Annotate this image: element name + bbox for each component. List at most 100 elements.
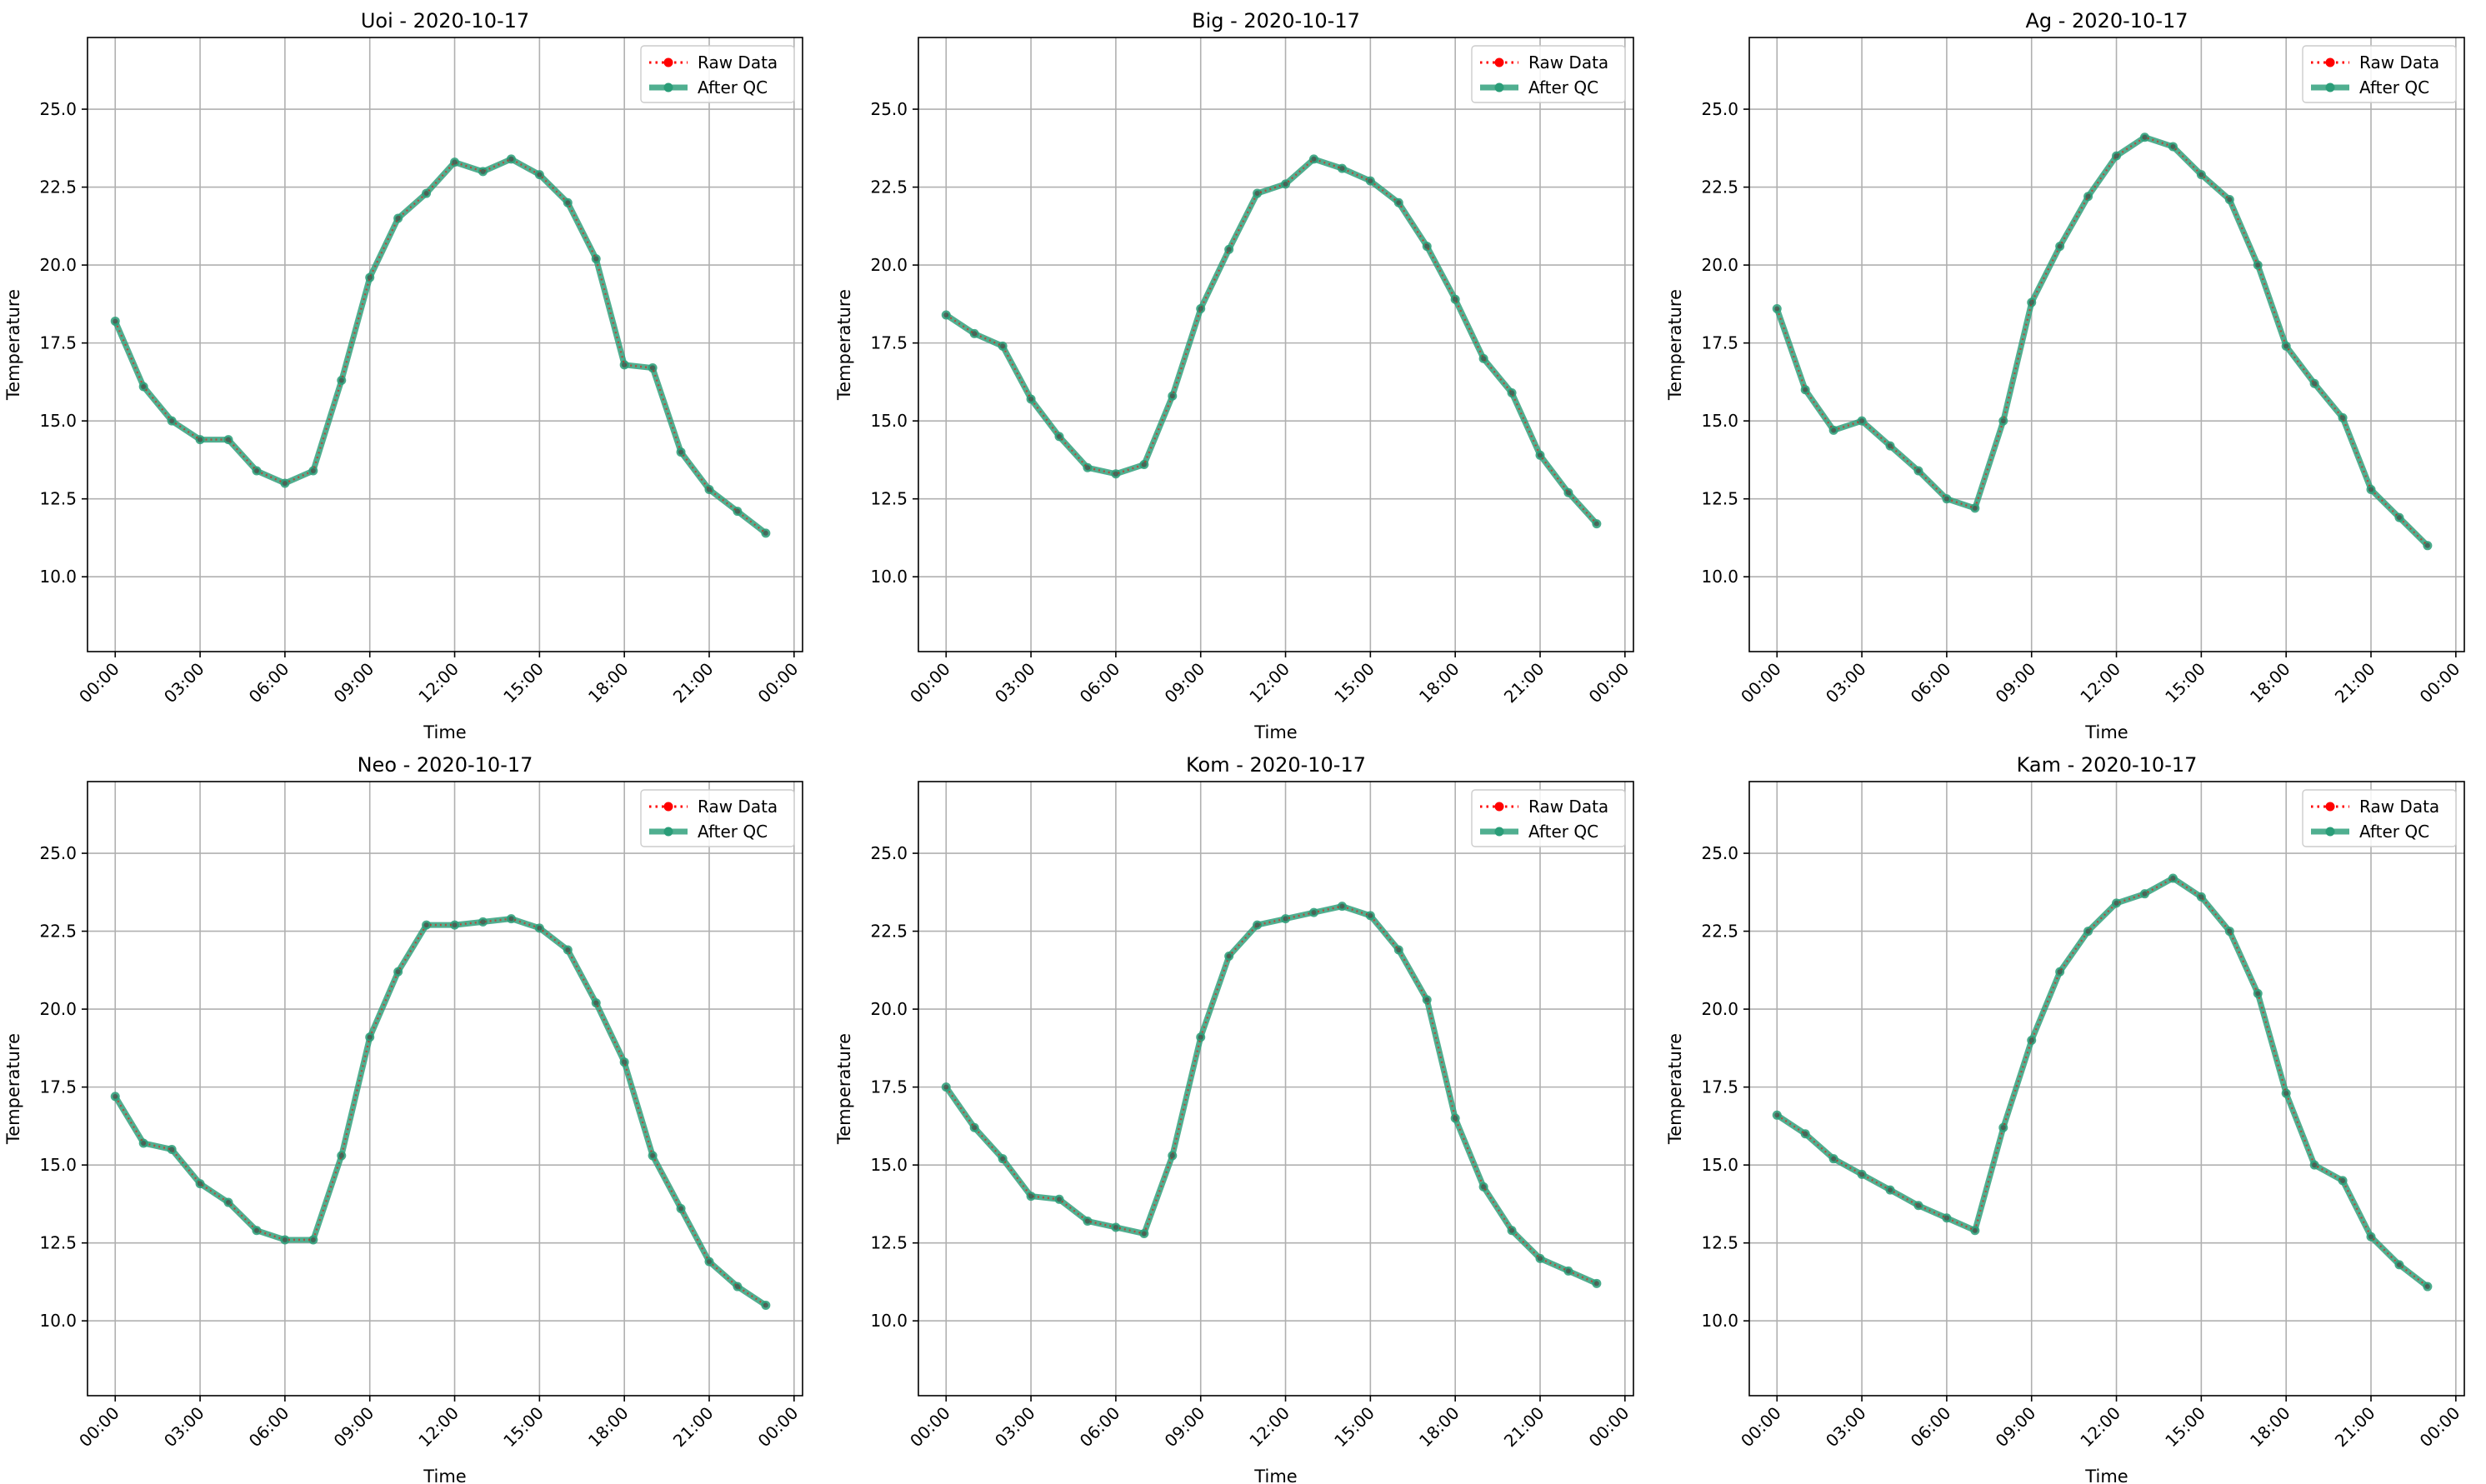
legend-label-after-qc: After QC <box>1528 77 1598 97</box>
subplot-6: 00:00 03:00 06:00 09:00 12:00 15:00 18:00 21:00… <box>1665 753 2465 1484</box>
data-point-raw-data <box>593 1000 599 1006</box>
data-point-raw-data <box>2198 172 2204 177</box>
data-point-raw-data <box>763 530 768 536</box>
data-point-raw-data <box>1226 953 1232 959</box>
data-point-raw-data <box>198 1181 203 1187</box>
subplot-2: 00:00 03:00 06:00 09:00 12:00 15:00 18:00 21:00… <box>834 9 1634 742</box>
y-tick-label: 25.0 <box>39 843 77 863</box>
data-point-raw-data <box>141 1140 147 1146</box>
legend-label-raw-data: Raw Data <box>698 797 778 817</box>
data-point-raw-data <box>1169 393 1175 399</box>
y-tick-label: 10.0 <box>870 1311 908 1331</box>
data-point-raw-data <box>943 312 949 317</box>
x-tick-label: 15:00 <box>499 659 548 707</box>
x-tick-label: 06:00 <box>1907 1403 1955 1452</box>
y-axis-label: Temperature <box>3 289 23 401</box>
data-point-raw-data <box>678 1206 684 1212</box>
data-point-raw-data <box>1028 1193 1034 1199</box>
data-point-raw-data <box>1311 156 1317 162</box>
y-tick-label: 17.5 <box>39 1077 77 1097</box>
data-point-raw-data <box>141 384 147 390</box>
legend-label-raw-data: Raw Data <box>1528 52 1608 72</box>
y-tick-label: 17.5 <box>1701 1077 1738 1097</box>
x-tick-label: 21:00 <box>669 659 718 707</box>
x-tick-label: 03:00 <box>160 659 208 707</box>
y-tick-label: 12.5 <box>870 489 908 509</box>
legend-marker-raw-data <box>663 802 673 812</box>
data-point-raw-data <box>1169 1152 1175 1158</box>
data-point-raw-data <box>423 922 429 928</box>
subplot-title: Uoi - 2020-10-17 <box>361 9 529 32</box>
y-tick-label: 17.5 <box>870 1077 908 1097</box>
y-tick-label: 25.0 <box>870 99 908 119</box>
x-tick-label: 12:00 <box>414 659 463 707</box>
x-tick-label: 15:00 <box>499 1403 548 1452</box>
data-point-raw-data <box>1859 418 1865 424</box>
data-point-raw-data <box>1509 390 1515 396</box>
y-tick-label: 15.0 <box>1701 411 1738 431</box>
y-tick-label: 20.0 <box>870 999 908 1019</box>
y-tick-label: 20.0 <box>39 999 77 1019</box>
x-tick-label: 09:00 <box>1992 1403 2040 1452</box>
y-tick-label: 20.0 <box>39 255 77 275</box>
data-point-raw-data <box>2000 1125 2006 1131</box>
y-tick-label: 25.0 <box>870 843 908 863</box>
data-point-raw-data <box>2057 243 2063 249</box>
data-point-raw-data <box>2227 928 2233 934</box>
data-point-raw-data <box>1453 297 1458 302</box>
series-line-after-qc <box>943 903 1598 1287</box>
axes-frame <box>1748 781 2465 1397</box>
y-tick-label: 10.0 <box>1701 1311 1738 1331</box>
legend-marker-after-qc <box>2325 82 2335 92</box>
data-point-raw-data <box>310 1237 316 1242</box>
data-point-raw-data <box>2142 891 2148 897</box>
legend-marker-raw-data <box>1494 57 1504 67</box>
x-tick-label: 06:00 <box>1076 659 1124 707</box>
series-line-raw-data <box>945 905 1598 1285</box>
axes-frame <box>918 37 1634 652</box>
y-axis-label: Temperature <box>3 1033 23 1145</box>
data-point-raw-data <box>226 437 232 442</box>
x-tick-label: 09:00 <box>1992 659 2040 707</box>
y-tick-label: 20.0 <box>870 255 908 275</box>
subplot-4: 00:00 03:00 06:00 09:00 12:00 15:00 18:00 21:00… <box>3 753 803 1484</box>
y-tick-label: 22.5 <box>870 177 908 197</box>
data-point-raw-data <box>1084 465 1090 471</box>
data-point-raw-data <box>1537 1256 1543 1262</box>
y-tick-label: 15.0 <box>870 1155 908 1175</box>
data-point-raw-data <box>1283 916 1288 922</box>
x-tick-label: 18:00 <box>584 659 633 707</box>
legend: Raw Data After QC <box>2302 45 2457 103</box>
x-tick-label: 00:00 <box>2416 1403 2464 1452</box>
data-point-raw-data <box>2396 1262 2402 1267</box>
y-tick-label: 17.5 <box>39 333 77 353</box>
x-axis-label: Time <box>1253 722 1297 742</box>
subplot-title: Kam - 2020-10-17 <box>2017 753 2198 777</box>
legend-label-after-qc: After QC <box>2359 77 2429 97</box>
x-tick-label: 12:00 <box>2076 1403 2124 1452</box>
series-line-after-qc <box>113 916 768 1308</box>
data-point-raw-data <box>2085 193 2091 199</box>
data-point-raw-data <box>537 925 543 931</box>
x-axis-label: Time <box>2084 1467 2128 1484</box>
legend-marker-after-qc <box>1494 82 1504 92</box>
x-axis-label: Time <box>1253 1467 1297 1484</box>
data-point-raw-data <box>338 377 344 383</box>
data-point-raw-data <box>1565 1268 1571 1274</box>
data-point-raw-data <box>972 1125 978 1131</box>
legend-marker-after-qc <box>1494 827 1504 837</box>
data-point-raw-data <box>2170 875 2176 881</box>
data-point-raw-data <box>1424 243 1430 249</box>
series-line-raw-data <box>114 157 767 534</box>
y-axis-label: Temperature <box>834 289 854 401</box>
x-tick-label: 15:00 <box>1330 659 1378 707</box>
data-point-raw-data <box>678 449 684 455</box>
x-tick-label: 00:00 <box>1737 659 1785 707</box>
y-tick-label: 25.0 <box>1701 99 1738 119</box>
data-point-raw-data <box>367 275 373 281</box>
data-point-raw-data <box>1141 462 1147 467</box>
y-tick-label: 15.0 <box>39 1155 77 1175</box>
data-point-raw-data <box>1972 1227 1978 1233</box>
x-tick-label: 12:00 <box>414 1403 463 1452</box>
data-point-raw-data <box>2170 143 2176 149</box>
